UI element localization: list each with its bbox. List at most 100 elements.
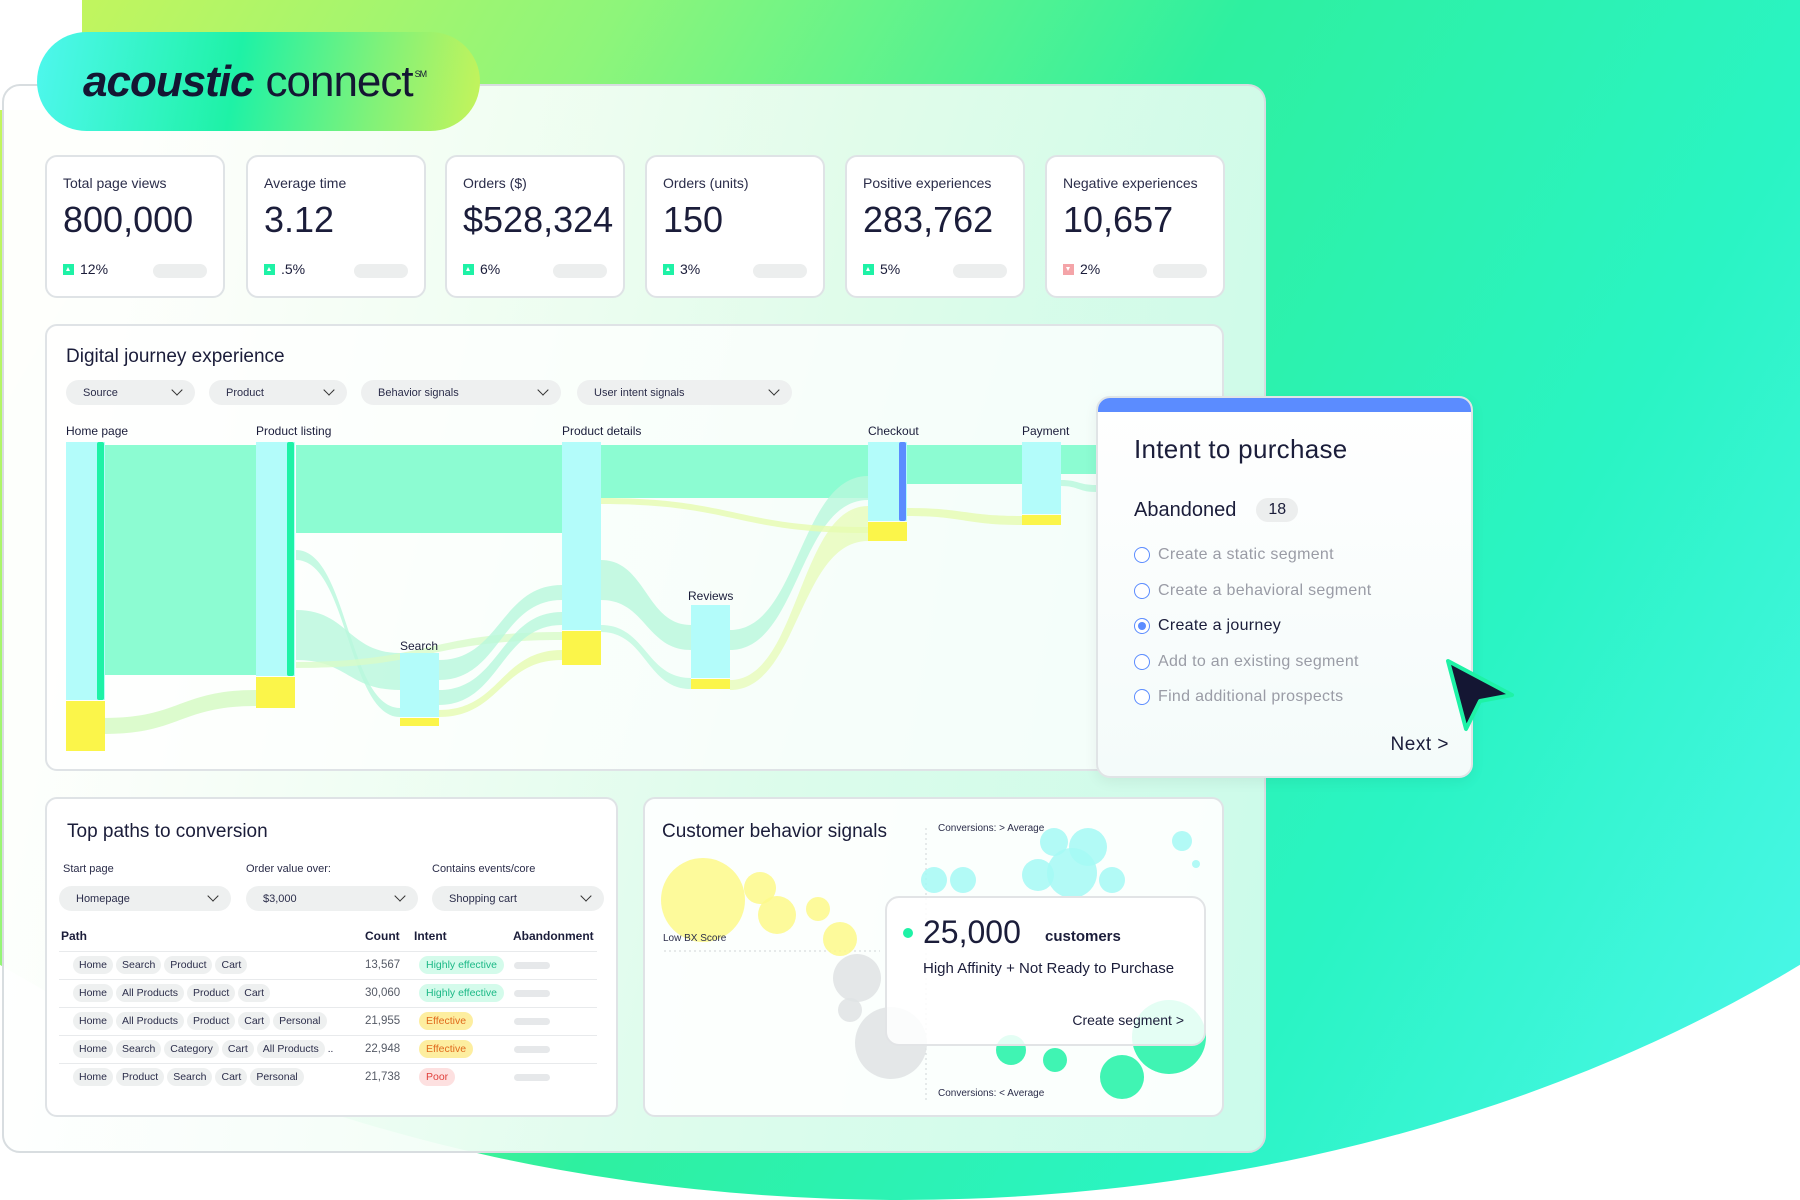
contains-events-label: Contains events/core — [432, 863, 536, 875]
kpi-change-value: 3% — [680, 261, 701, 277]
intent-badge: Highly effective — [419, 984, 505, 1002]
path-chip: Product — [187, 1012, 236, 1030]
trend-up-icon — [463, 263, 474, 275]
tooltip-count: 25,000 — [923, 914, 1021, 950]
contains-events-select[interactable]: Shopping cart — [432, 886, 604, 911]
path-count: 22,948 — [365, 1043, 401, 1055]
path-chip: Cart — [221, 1040, 254, 1058]
kpi-change-value: 12% — [80, 261, 109, 277]
path-chip: All Products — [116, 1012, 185, 1030]
trend-up-icon — [264, 263, 275, 275]
kpi-change-value: 6% — [480, 261, 501, 277]
path-chip: Cart — [238, 984, 271, 1002]
option-radio[interactable]: Create a static segment — [1134, 546, 1334, 564]
next-button[interactable]: Next > — [1390, 734, 1449, 755]
path-chips: Home All Products Product Cart Personal — [73, 1012, 330, 1030]
node-label-payment: Payment — [1022, 424, 1070, 438]
path-count: 13,567 — [365, 959, 401, 971]
kpi-sparkline-placeholder — [753, 264, 807, 278]
kpi-card: Orders (units) 150 3% — [645, 155, 825, 298]
node-label-search: Search — [400, 639, 439, 653]
chevron-down-icon — [394, 890, 406, 902]
node-label-product-listing: Product listing — [256, 424, 332, 438]
abandonment-bar — [514, 962, 550, 969]
path-chips: Home Search Category Cart All Products.. — [73, 1040, 333, 1058]
path-chip: Personal — [273, 1012, 327, 1030]
low-bx-label: Low BX Score — [663, 933, 727, 944]
behavior-title: Customer behavior signals — [662, 821, 887, 842]
col-intent: Intent — [414, 929, 447, 943]
option-radio[interactable]: Add to an existing segment — [1134, 653, 1359, 671]
path-chip: Search — [116, 956, 162, 974]
path-chip: Personal — [250, 1068, 304, 1086]
path-chip: Cart — [215, 956, 248, 974]
kpi-value: 800,000 — [63, 199, 194, 240]
select-value: Shopping cart — [449, 892, 517, 905]
filter-label: Product — [226, 386, 264, 399]
order-value-label: Order value over: — [246, 863, 331, 875]
path-chip: Category — [164, 1040, 219, 1058]
table-row[interactable]: Home All Products Product Cart 30,060 Highl… — [59, 979, 597, 1007]
kpi-change: 12% — [63, 261, 108, 277]
radio-unchecked-icon — [1134, 547, 1150, 563]
option-radio[interactable]: Find additional prospects — [1134, 688, 1343, 706]
path-chip: Cart — [215, 1068, 248, 1086]
kpi-label: Orders ($) — [463, 175, 527, 191]
abandonment-bar — [514, 1074, 550, 1081]
filter-product[interactable]: Product — [209, 380, 347, 405]
order-value-select[interactable]: $3,000 — [246, 886, 418, 911]
kpi-change: 5% — [863, 261, 900, 277]
kpi-label: Total page views — [63, 175, 167, 191]
kpi-card: Positive experiences 283,762 5% — [845, 155, 1025, 298]
kpi-change-value: 5% — [880, 261, 901, 277]
green-dot-icon — [903, 928, 913, 938]
select-value: Homepage — [76, 892, 130, 905]
path-chip: Product — [164, 956, 213, 974]
node-label-product-details: Product details — [562, 424, 642, 438]
kpi-value: 283,762 — [863, 199, 994, 240]
path-count: 21,738 — [365, 1071, 401, 1083]
table-row[interactable]: Home Search Product Cart 13,567 Highly effe… — [59, 951, 597, 979]
select-value: $3,000 — [263, 892, 297, 905]
option-radio[interactable]: Create a journey — [1134, 617, 1281, 635]
filter-source[interactable]: Source — [66, 380, 195, 405]
chevron-down-icon — [537, 384, 549, 396]
intent-badge: Poor — [419, 1068, 456, 1086]
option-label: Create a behavioral segment — [1158, 581, 1372, 599]
abandoned-row: Abandoned 18 — [1134, 498, 1299, 522]
kpi-value: 150 — [663, 199, 724, 240]
create-segment-link[interactable]: Create segment > — [1072, 1012, 1184, 1028]
radio-unchecked-icon — [1134, 653, 1150, 670]
mouse-pointer-icon — [1446, 659, 1514, 731]
journey-title: Digital journey experience — [66, 346, 285, 367]
abandonment-bar — [514, 990, 550, 997]
logo-mark: SM — [414, 68, 427, 79]
popup-title: Intent to purchase — [1134, 434, 1348, 464]
filter-behavior-signals[interactable]: Behavior signals — [361, 380, 561, 405]
path-more: .. — [327, 1043, 334, 1055]
option-radio[interactable]: Create a behavioral segment — [1134, 582, 1372, 600]
tooltip-unit: customers — [1045, 928, 1121, 945]
path-chip: Home — [73, 1040, 114, 1058]
filter-label: Source — [83, 386, 118, 399]
filter-user-intent-signals[interactable]: User intent signals — [577, 380, 792, 405]
intent-popup: Intent to purchase Abandoned 18 Create a … — [1096, 396, 1473, 778]
path-chip: Cart — [238, 1012, 271, 1030]
table-row[interactable]: Home Product Search Cart Personal 21,738 Poo… — [59, 1063, 597, 1091]
kpi-sparkline-placeholder — [153, 264, 207, 278]
kpi-sparkline-placeholder — [953, 264, 1007, 278]
popup-accent-bar — [1098, 398, 1471, 412]
table-row[interactable]: Home All Products Product Cart Personal 21,9… — [59, 1007, 597, 1035]
brand-logo: acoustic connect SM — [37, 32, 480, 131]
path-chip: Home — [73, 956, 114, 974]
kpi-change-value: .5% — [281, 261, 306, 277]
abandoned-count-badge: 18 — [1256, 498, 1299, 522]
abandonment-bar — [514, 1046, 550, 1053]
table-row[interactable]: Home Search Category Cart All Products.. 22,… — [59, 1035, 597, 1063]
node-label-reviews: Reviews — [688, 589, 734, 603]
option-label: Create a static segment — [1158, 546, 1334, 563]
path-count: 21,955 — [365, 1015, 401, 1027]
bottom-axis-label: Conversions: < Average — [938, 1088, 1045, 1099]
start-page-select[interactable]: Homepage — [59, 886, 231, 911]
start-page-label: Start page — [63, 863, 114, 875]
